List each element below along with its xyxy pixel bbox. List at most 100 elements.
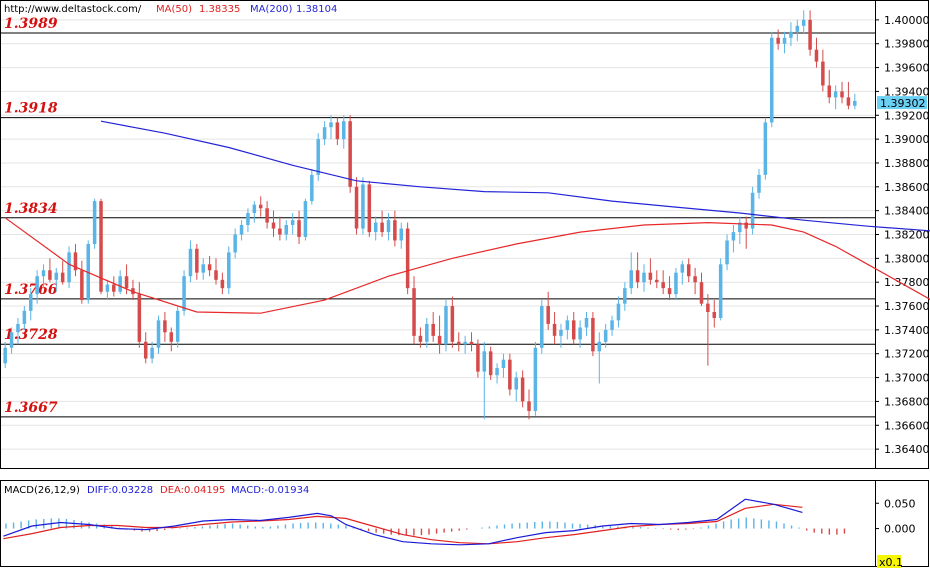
bearish-candle-body [450, 306, 455, 342]
bearish-candle-body [80, 270, 84, 301]
bullish-candle-body [853, 100, 857, 106]
bullish-candle-body [322, 127, 327, 140]
bearish-candle-body [367, 184, 372, 233]
bearish-candle-body [699, 282, 704, 304]
bearish-candle-body [655, 279, 659, 283]
price-tick-label: 1.38600 [884, 181, 930, 194]
bullish-candle-body [28, 294, 33, 311]
level-label: 1.3834 [4, 201, 58, 217]
bullish-candle-body [239, 224, 244, 235]
bearish-candle-body [827, 85, 832, 98]
bullish-candle-body [789, 31, 793, 38]
bearish-candle-body [431, 323, 435, 336]
bearish-candle-body [99, 201, 103, 292]
price-tick-label: 1.37000 [884, 372, 930, 385]
bullish-candle-body [642, 272, 646, 283]
bullish-candle-body [54, 272, 59, 280]
source-url: http://www.deltastock.com/ [4, 4, 142, 15]
bearish-candle-body [271, 222, 276, 229]
price-tick-label: 1.40000 [884, 14, 930, 27]
price-tick-label: 1.36600 [884, 419, 930, 432]
bearish-candle-body [712, 312, 717, 318]
bearish-candle-body [207, 264, 212, 271]
macd-dea-value: DEA:0.04195 [160, 485, 225, 496]
bearish-candle-body [846, 97, 851, 106]
bullish-candle-body [188, 248, 193, 277]
ma200-value: 1.38104 [296, 4, 337, 15]
macd-axis-frame [875, 480, 929, 567]
bearish-candle-body [437, 335, 442, 345]
bearish-candle-body [661, 282, 665, 289]
diff-line [3, 498, 803, 546]
bullish-candle-body [3, 347, 7, 364]
bearish-candle-body [821, 61, 825, 86]
bearish-candle-body [508, 359, 512, 390]
bearish-candle-body [648, 272, 653, 280]
bullish-candle-body [833, 91, 838, 98]
macd-title: MACD(26,12,9) [4, 485, 80, 496]
level-label: 1.3989 [4, 16, 58, 32]
bearish-candle-body [60, 272, 65, 283]
bearish-candle-body [348, 121, 352, 187]
bullish-candle-body [150, 347, 154, 359]
bullish-candle-body [227, 252, 231, 289]
bullish-candle-body [310, 174, 314, 202]
bearish-candle-body [220, 279, 225, 289]
bullish-candle-body [41, 270, 46, 277]
bullish-candle-body [482, 351, 487, 372]
bearish-candle-body [591, 317, 595, 352]
bearish-candle-body [73, 252, 78, 271]
bullish-candle-body [92, 201, 97, 245]
bearish-candle-body [686, 264, 691, 277]
bearish-candle-body [163, 320, 167, 333]
ma200-line [100, 120, 930, 232]
bearish-candle-body [380, 222, 384, 233]
bearish-candle-body [297, 220, 301, 237]
price-tick-label: 1.37600 [884, 300, 930, 313]
bullish-candle-body [750, 192, 755, 229]
bearish-candle-body [776, 37, 780, 44]
bullish-candle-body [118, 276, 122, 292]
bearish-candle-body [520, 377, 525, 402]
bullish-candle-body [22, 310, 27, 324]
ma50-value: 1.38335 [199, 4, 240, 15]
ma50-legend: MA(50) [156, 4, 192, 15]
bearish-candle-body [335, 122, 340, 140]
bullish-candle-body [578, 327, 582, 340]
bearish-candle-body [527, 401, 531, 411]
bullish-candle-body [757, 174, 761, 193]
bullish-candle-body [565, 320, 570, 330]
price-gridlines [1, 19, 875, 450]
bullish-candle-body [801, 19, 806, 26]
bearish-candle-body [808, 19, 812, 50]
bearish-candle-body [744, 222, 748, 229]
bullish-candle-body [463, 341, 467, 345]
bullish-candle-body [616, 303, 621, 321]
bullish-candle-body [182, 276, 186, 311]
bearish-candle-body [706, 303, 710, 312]
bullish-candle-body [603, 329, 608, 342]
bearish-candle-body [693, 276, 697, 283]
price-tick-label: 1.38000 [884, 252, 930, 265]
bullish-candle-body [290, 220, 295, 225]
ma200-legend: MA(200) [250, 4, 292, 15]
macd-scale-badge [877, 555, 901, 568]
bullish-candle-body [763, 122, 768, 175]
bearish-candle-body [840, 91, 844, 98]
price-tick-label: 1.38400 [884, 205, 930, 218]
macd-tick-label: 0.000 [884, 523, 916, 536]
bullish-candle-body [731, 232, 736, 241]
ma50-line [4, 217, 930, 314]
bearish-candle-body [265, 208, 269, 223]
price-tick-label: 1.39600 [884, 62, 930, 75]
bullish-candle-body [610, 320, 614, 330]
bullish-candle-body [329, 122, 333, 128]
bearish-candle-body [169, 332, 174, 342]
bullish-candle-body [501, 359, 506, 369]
bullish-candle-body [9, 332, 14, 348]
macd-histogram [5, 517, 846, 536]
bearish-candle-body [258, 204, 263, 209]
macd-axis: 0.050 0.000 [875, 497, 916, 536]
